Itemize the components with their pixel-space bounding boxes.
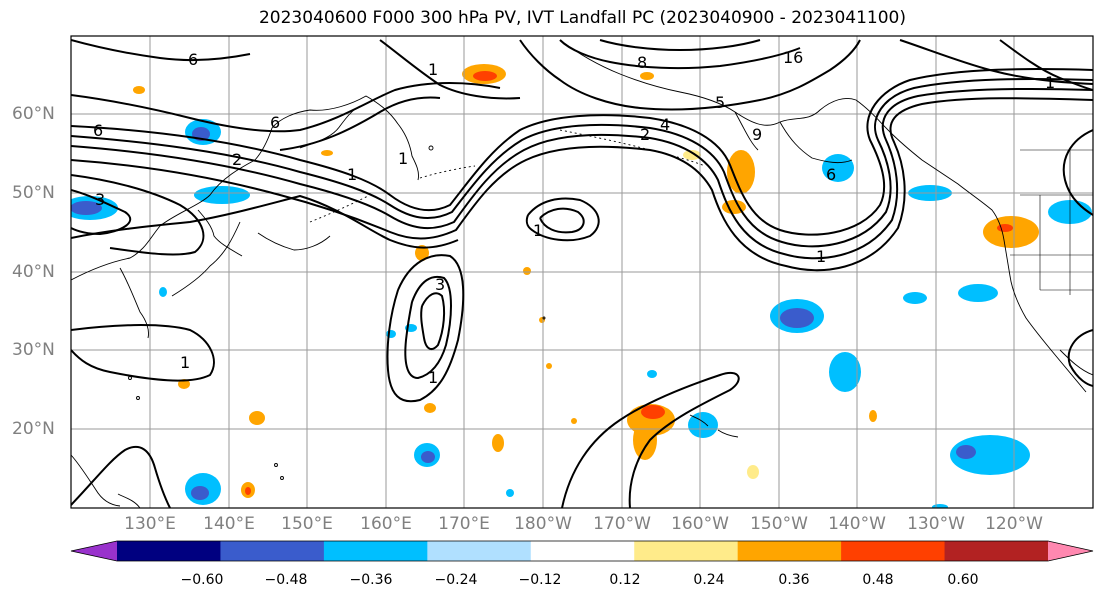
contour-label: 3 (435, 275, 445, 294)
colorbar-segment (944, 541, 1049, 561)
colorbar-tick-label: 0.36 (778, 572, 810, 588)
lat-label: 50°N (12, 183, 55, 203)
colorbar-tick-label: −0.48 (264, 572, 308, 588)
lon-label: 140°W (828, 514, 886, 534)
contour-label: 3 (95, 190, 105, 209)
contour-label: 2 (232, 150, 242, 169)
lon-label: 150°W (750, 514, 808, 534)
lon-label: 150°E (281, 514, 333, 534)
lon-label: 170°W (593, 514, 651, 534)
contour-label: 6 (93, 121, 103, 140)
pc-shading (71, 64, 1092, 508)
contour-label: 2 (640, 125, 650, 144)
lat-label: 40°N (12, 262, 55, 282)
pv-contours (71, 39, 1093, 508)
colorbar (70, 540, 1094, 562)
colorbar-segment (323, 541, 428, 561)
map-title: 2023040600 F000 300 hPa PV, IVT Landfall… (258, 8, 906, 28)
lon-label: 170°E (438, 514, 490, 534)
contour-label: 1 (816, 247, 826, 266)
lon-label: 140°E (203, 514, 255, 534)
colorbar-tick-label: 0.60 (947, 572, 979, 588)
contour-label: 6 (270, 113, 280, 132)
colorbar-segment (841, 541, 946, 561)
colorbar-extend-low (71, 541, 117, 561)
colorbar-tick-label: 0.48 (862, 572, 894, 588)
gridlines (71, 36, 1093, 508)
colorbar-tick-label: 0.24 (693, 572, 725, 588)
contour-label: 8 (637, 53, 647, 72)
contour-label: 6 (188, 50, 198, 69)
colorbar-tick-label: 0.12 (609, 572, 641, 588)
contour-label: 1 (1045, 73, 1055, 92)
contour-label: 4 (660, 115, 670, 134)
lat-label: 20°N (12, 419, 55, 439)
lat-label: 30°N (12, 340, 55, 360)
contour-label: 1 (398, 149, 408, 168)
contour-label: 9 (752, 125, 762, 144)
lon-label: 160°E (360, 514, 412, 534)
colorbar-segment (737, 541, 842, 561)
colorbar-segment (427, 541, 532, 561)
colorbar-segment (634, 541, 739, 561)
lon-label: 130°E (124, 514, 176, 534)
lon-label: 130°W (907, 514, 965, 534)
lat-label: 60°N (12, 104, 55, 124)
contour-label: 1 (428, 60, 438, 79)
lon-label: 180°W (514, 514, 572, 534)
colorbar-segment (117, 541, 221, 561)
contour-label: 1 (428, 368, 438, 387)
lon-label: 160°W (671, 514, 729, 534)
colorbar-tick-label: −0.12 (518, 572, 562, 588)
colorbar-outline (70, 540, 1094, 562)
colorbar-segment (220, 541, 325, 561)
lon-label: 120°W (985, 514, 1043, 534)
coastlines (71, 39, 1093, 508)
contour-label: 5 (715, 93, 725, 112)
contour-label: 1 (347, 165, 357, 184)
colorbar-extend-high (1048, 541, 1093, 561)
contour-label: 1 (533, 221, 543, 240)
contour-labels: 6 6 6 6 3 3 1 1 1 1 1 1 1 1 2 2 4 5 8 9 … (93, 48, 1055, 387)
colorbar-tick-label: −0.36 (349, 572, 393, 588)
colorbar-tick-label: −0.60 (180, 572, 224, 588)
colorbar-segment (530, 541, 635, 561)
colorbar-tick-label: −0.24 (434, 572, 478, 588)
plot-frame (70, 35, 1094, 509)
contour-label: 1 (180, 353, 190, 372)
contour-label: 16 (783, 48, 803, 67)
contour-label: 6 (826, 165, 836, 184)
